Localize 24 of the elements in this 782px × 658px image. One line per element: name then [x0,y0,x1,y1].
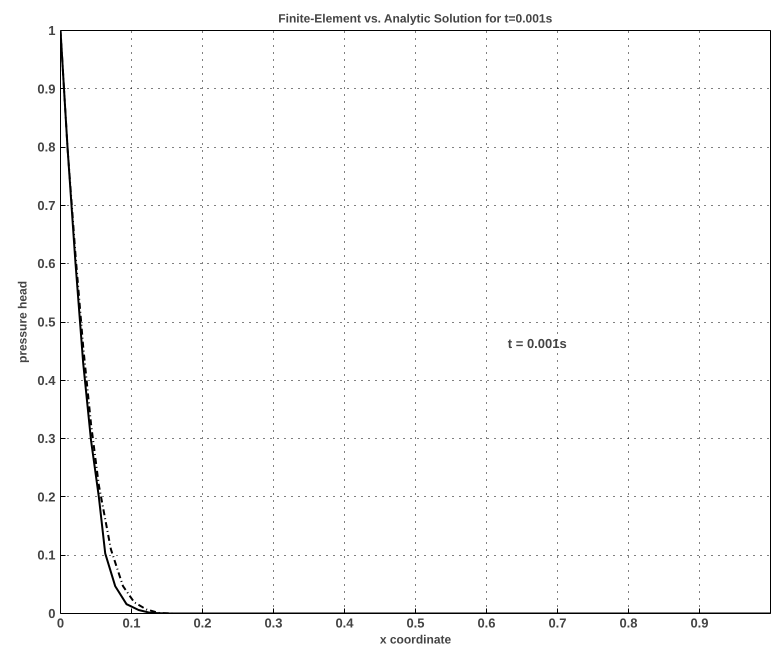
y-tick-label: 0.6 [37,256,56,272]
x-tick-label: 0.5 [406,616,425,630]
y-tick-label: 0 [48,606,56,621]
y-tick-label: 0.9 [37,81,56,96]
y-axis-title: pressure head [15,280,30,364]
y-tick-label: 0.3 [37,431,56,446]
y-tick-label: 0.5 [37,314,56,330]
x-tick-label: 0.4 [335,616,354,630]
y-tick-label: 0.4 [37,372,56,388]
y-tick-label: 0.1 [37,548,56,563]
annotation: t = 0.001s [508,336,567,352]
x-tick-label: 0.8 [619,616,638,630]
y-tick-label: 0.7 [37,198,56,213]
chart-title: Finite-Element vs. Analytic Solution for t=0.001s [278,12,553,26]
x-tick-label: 0.6 [477,616,496,630]
y-tick-label: 0.2 [37,489,56,504]
x-tick-label: 0.2 [193,616,212,630]
x-tick-label: 0.3 [264,616,283,630]
x-axis-title: x coordinate [380,632,452,646]
x-tick-label: 0.9 [690,616,709,630]
y-tick-label: 1 [48,23,56,38]
x-tick-label: 0.7 [548,616,567,630]
x-tick-label: 0.1 [122,616,141,630]
y-tick-label: 0.8 [37,140,56,155]
